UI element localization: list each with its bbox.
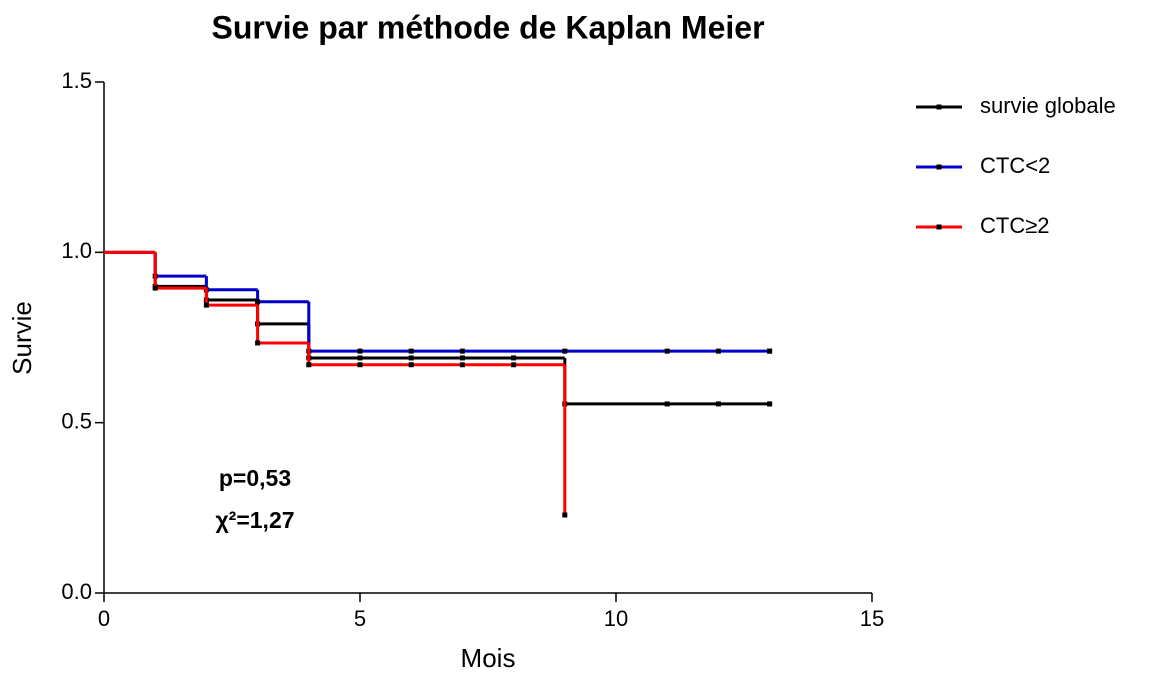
y-tick-label: 1.0 <box>61 238 92 263</box>
legend-marker <box>936 224 942 230</box>
censor-marker <box>511 362 517 368</box>
censor-marker <box>511 355 517 361</box>
legend-label: CTC≥2 <box>980 213 1050 238</box>
event-marker <box>255 340 261 346</box>
censor-marker <box>408 355 414 361</box>
legend-label: survie globale <box>980 93 1116 118</box>
y-tick-label: 1.5 <box>61 68 92 93</box>
censor-marker <box>664 401 670 407</box>
censor-marker <box>715 401 721 407</box>
censor-marker <box>459 362 465 368</box>
censor-marker <box>357 348 363 354</box>
event-marker <box>562 512 568 518</box>
event-marker <box>306 362 312 368</box>
event-marker <box>255 299 261 305</box>
censor-marker <box>767 401 773 407</box>
chart-title: Survie par méthode de Kaplan Meier <box>211 9 764 45</box>
legend-marker <box>936 164 942 170</box>
x-tick-label: 5 <box>354 606 366 631</box>
y-tick-label: 0.5 <box>61 408 92 433</box>
y-tick-label: 0.0 <box>61 579 92 604</box>
annotation: χ²=1,27 <box>215 507 294 533</box>
legend-marker <box>936 104 942 110</box>
x-tick-label: 0 <box>98 606 110 631</box>
x-axis-label: Mois <box>461 643 516 673</box>
y-axis-label: Survie <box>7 301 37 375</box>
censor-marker <box>459 348 465 354</box>
annotation: p=0,53 <box>219 465 291 491</box>
censor-marker <box>357 362 363 368</box>
censor-marker <box>408 348 414 354</box>
x-tick-label: 10 <box>604 606 628 631</box>
censor-marker <box>767 348 773 354</box>
event-marker <box>152 285 158 291</box>
censor-marker <box>459 355 465 361</box>
legend-label: CTC<2 <box>980 153 1050 178</box>
x-tick-label: 15 <box>860 606 884 631</box>
censor-marker <box>408 362 414 368</box>
censor-marker <box>664 348 670 354</box>
censor-marker <box>715 348 721 354</box>
event-marker <box>203 302 209 308</box>
censor-marker <box>357 355 363 361</box>
censor-marker <box>562 348 568 354</box>
